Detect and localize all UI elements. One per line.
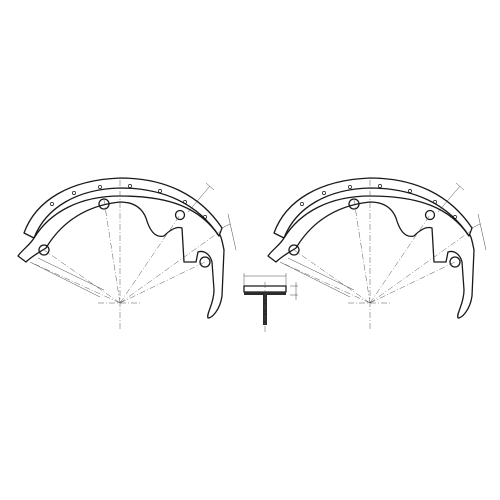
right-center-lines: [279, 180, 473, 330]
left-center-lines: [29, 180, 223, 330]
right-upper-hole: [348, 198, 360, 210]
left-right-hole: [174, 209, 186, 221]
right-brake-shoe: [267, 177, 487, 330]
right-lower-hole: [449, 256, 461, 268]
right-anchor-hole: [288, 244, 300, 256]
right-lining-outer-arc: [273, 177, 473, 239]
left-dimension-lines: [29, 182, 237, 298]
right-dimension-lines: [279, 182, 487, 298]
left-lining-rivets: [50, 184, 207, 219]
right-right-hole: [424, 209, 436, 221]
left-lower-hole: [199, 256, 211, 268]
cross-section: [243, 273, 298, 332]
left-brake-shoe: [17, 177, 237, 330]
left-lining-outer-arc: [23, 177, 223, 239]
left-anchor-hole: [38, 244, 50, 256]
left-upper-hole: [98, 198, 110, 210]
right-lining-rivets: [300, 184, 457, 219]
